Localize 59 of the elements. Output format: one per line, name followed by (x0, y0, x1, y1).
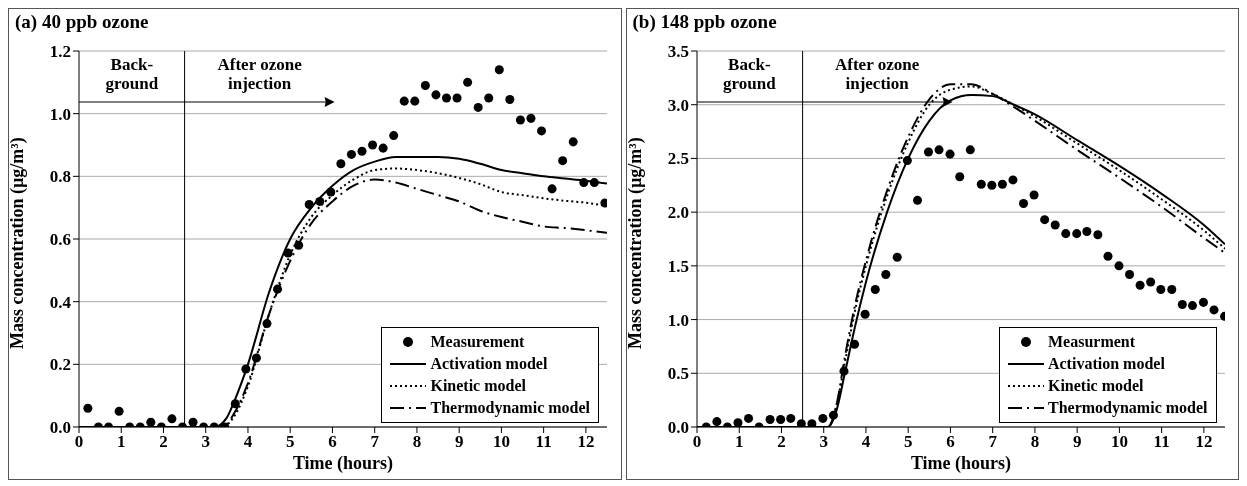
x-tick-label: 5 (903, 432, 912, 452)
x-tick-label: 10 (1110, 432, 1128, 452)
y-tick-label: 0.6 (49, 230, 71, 250)
x-tick-label: 1 (734, 432, 743, 452)
x-tick-label: 6 (328, 432, 337, 452)
annotation: After ozone injection (835, 55, 920, 93)
x-tick-label: 3 (201, 432, 210, 452)
y-tick-label: 1.2 (49, 42, 71, 62)
x-tick-label: 12 (577, 432, 595, 452)
x-tick-label: 7 (370, 432, 380, 452)
y-tick-label: 3.0 (667, 95, 689, 115)
y-tick-label: 2.0 (667, 203, 689, 223)
y-tick-label: 0.8 (49, 167, 71, 187)
legend-label: Measurment (1047, 333, 1136, 351)
y-tick-label: 0.2 (49, 355, 71, 375)
y-tick-label: 0.0 (667, 418, 689, 438)
legend-label: Measurement (430, 333, 525, 351)
x-tick-label: 5 (285, 432, 295, 452)
x-tick-label: 12 (1194, 432, 1212, 452)
x-tick-label: 7 (987, 432, 997, 452)
x-tick-label: 3 (818, 432, 828, 452)
x-tick-label: 11 (535, 432, 552, 452)
chart-title: (b) 148 ppb ozone (632, 11, 777, 33)
y-tick-label: 0.5 (667, 364, 689, 384)
legend-label: Activation model (1047, 355, 1165, 373)
y-tick-label: 0.4 (49, 292, 72, 312)
legend-label: Thermodynamic model (1047, 399, 1208, 417)
annotation: After ozone injection (217, 55, 302, 93)
x-tick-label: 9 (1072, 432, 1081, 452)
annotation: Back- ground (105, 55, 159, 93)
chart-title: (a) 40 ppb ozone (15, 11, 149, 33)
y-tick-label: 1.5 (667, 256, 689, 276)
x-tick-label: 2 (159, 432, 168, 452)
legend-label: Kinetic model (1047, 377, 1144, 395)
y-axis-title: Mass concentration (µg/m³) (7, 137, 29, 349)
x-tick-label: 1 (116, 432, 126, 452)
legend-label: Thermodynamic model (430, 399, 590, 417)
x-tick-label: 11 (1153, 432, 1170, 452)
y-tick-label: 2.5 (667, 149, 689, 169)
x-tick-label: 9 (454, 432, 464, 452)
y-tick-label: 1.0 (667, 310, 689, 330)
x-tick-label: 0 (692, 432, 701, 452)
y-tick-label: 0.0 (49, 418, 71, 438)
x-tick-label: 6 (945, 432, 955, 452)
x-tick-label: 10 (492, 432, 510, 452)
x-tick-label: 4 (861, 432, 871, 452)
legend-label: Activation model (430, 355, 548, 373)
x-tick-label: 2 (776, 432, 786, 452)
annotation: Back- ground (722, 55, 776, 93)
x-axis-title: Time (hours) (292, 453, 394, 474)
y-tick-label: 3.5 (667, 42, 689, 62)
x-tick-label: 0 (74, 432, 84, 452)
x-tick-label: 8 (412, 432, 422, 452)
legend-label: Kinetic model (430, 377, 526, 395)
x-axis-title: Time (hours) (910, 453, 1011, 474)
x-tick-label: 8 (1030, 432, 1039, 452)
y-axis-title: Mass concentration (µg/m³) (624, 137, 646, 349)
y-tick-label: 1.0 (49, 104, 71, 124)
x-tick-label: 4 (243, 432, 253, 452)
